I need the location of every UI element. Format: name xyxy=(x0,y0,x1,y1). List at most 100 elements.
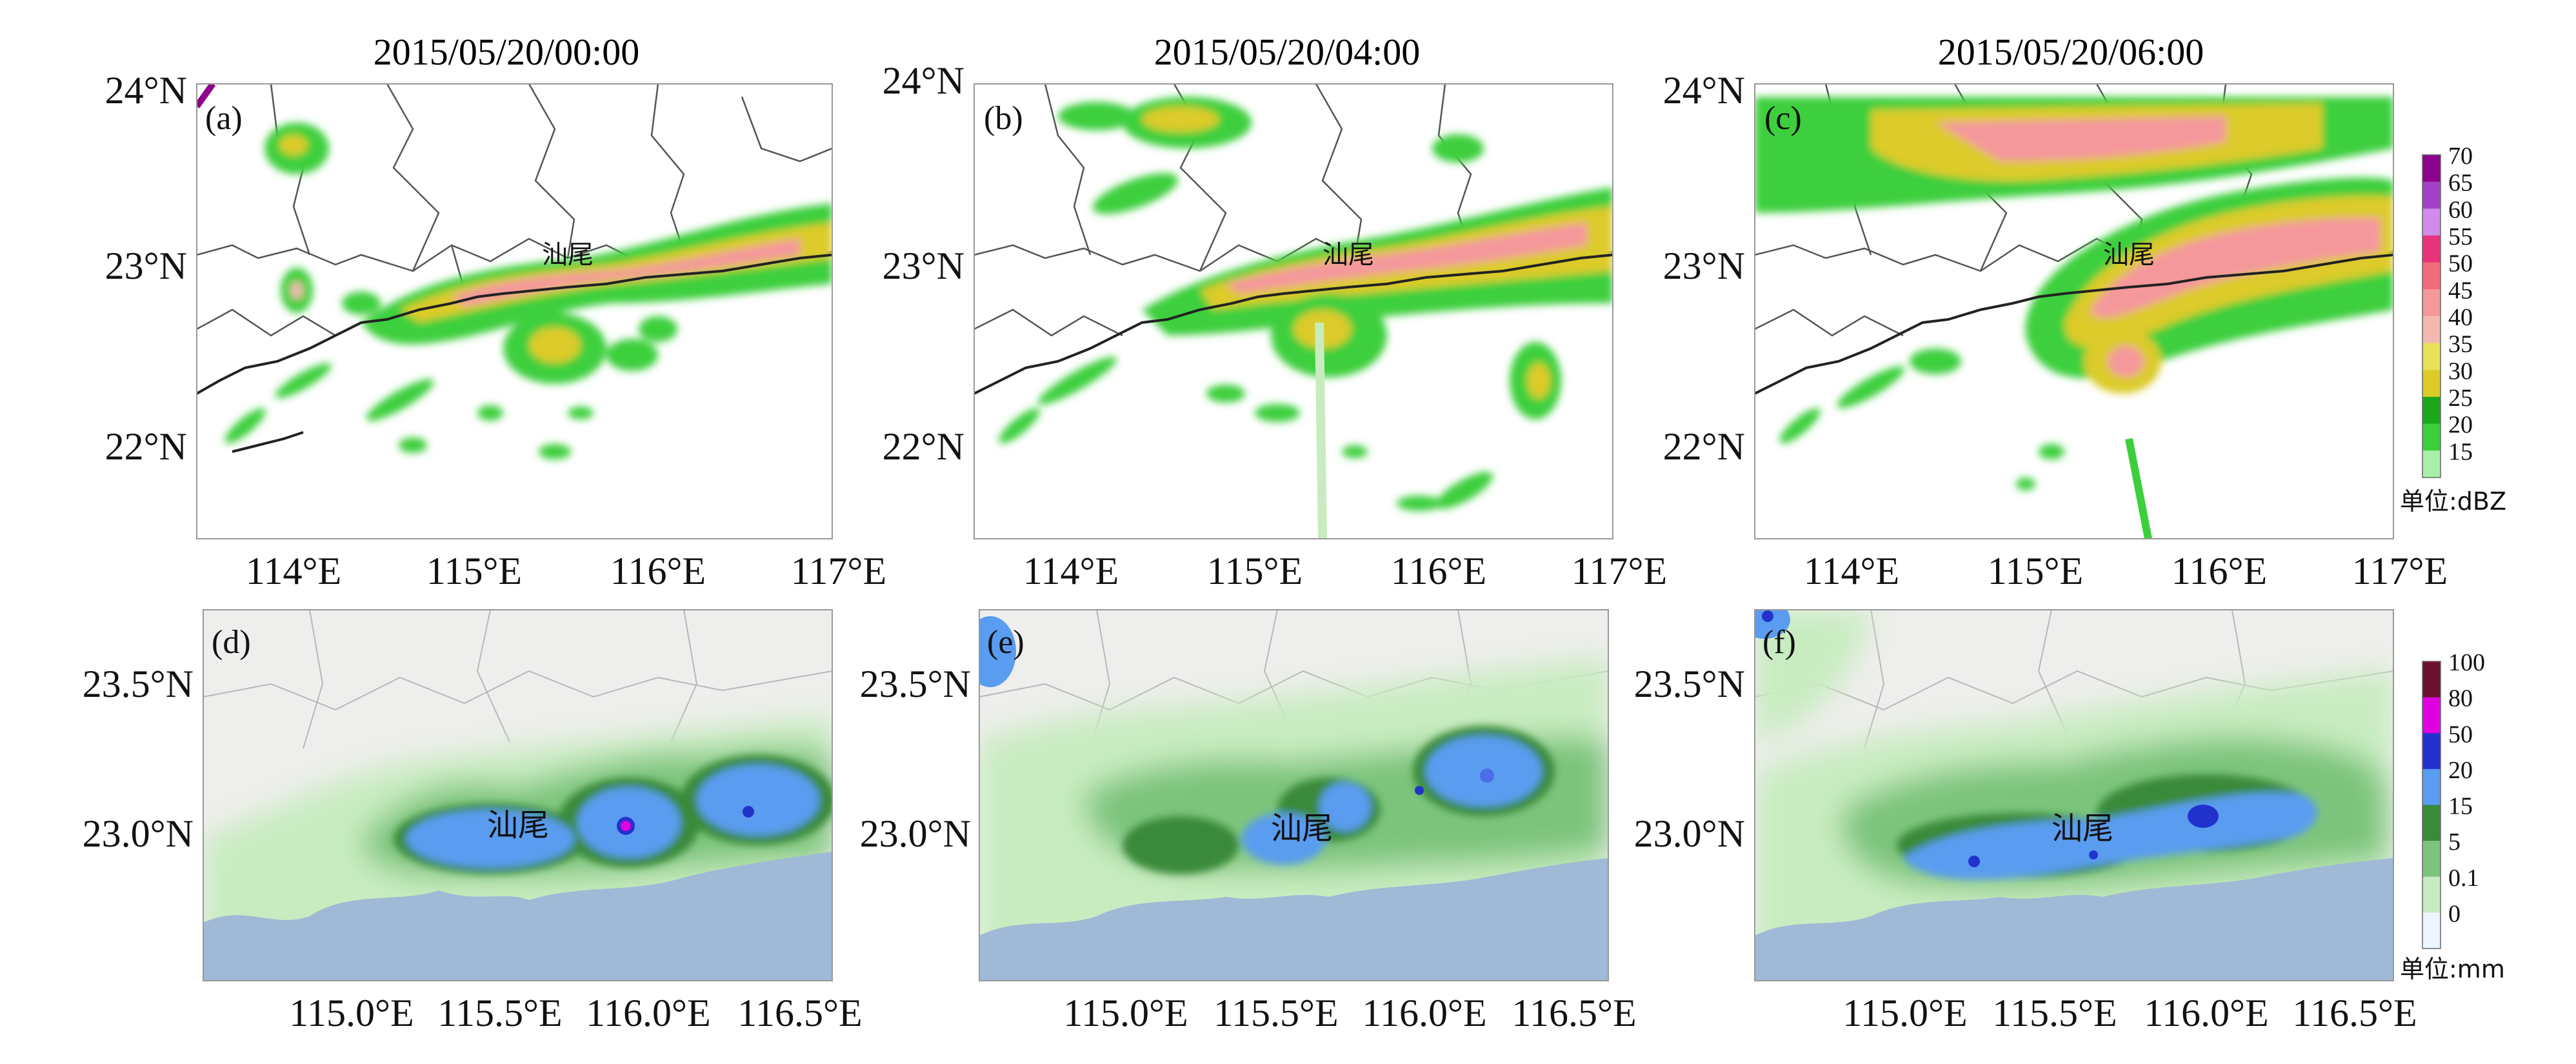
lat-label: 23.5°N xyxy=(860,663,971,705)
legend-tick-label: 0 xyxy=(2448,900,2461,927)
legend-colorbar xyxy=(2422,154,2441,478)
legend-swatch xyxy=(2422,450,2441,478)
legend-tick-label: 65 xyxy=(2448,170,2473,197)
lon-label: 116.5°E xyxy=(2292,992,2417,1034)
panel-label-b: (b) xyxy=(984,100,1023,137)
rainfall-legend: 100 80 50 20 15 5 0.1 0 单位:mm xyxy=(2400,649,2505,983)
bottom-lon-labels: 115.0°E 115.5°E 116.0°E 116.5°E 115.0°E … xyxy=(289,992,2417,1034)
legend-tick-label: 5 xyxy=(2448,828,2461,856)
lat-label: 23.0°N xyxy=(1634,812,1745,855)
legend-tick-label: 35 xyxy=(2448,331,2473,358)
lat-label: 23.5°N xyxy=(83,663,194,705)
lat-label: 24°N xyxy=(1663,69,1745,112)
legend-swatch xyxy=(2422,289,2441,317)
lon-label: 115°E xyxy=(426,550,522,592)
legend-swatch xyxy=(2422,397,2441,425)
legend-swatch xyxy=(2422,805,2441,841)
legend-tick-label: 15 xyxy=(2448,438,2473,465)
legend-swatch xyxy=(2422,912,2441,949)
panel-title-a: 2015/05/20/00:00 xyxy=(374,31,639,73)
coastline xyxy=(197,254,832,453)
lat-label: 22°N xyxy=(1663,425,1745,468)
lon-label: 114°E xyxy=(246,550,341,592)
radar-panel-b: (b) 汕尾 2015/05/20/04:00 xyxy=(973,31,1613,539)
legend-tick-label: 80 xyxy=(2448,685,2473,712)
top-lat-labels: 24°N 23°N 22°N 24°N 23°N 22°N 24°N 23°N … xyxy=(105,59,1745,468)
legend-swatch xyxy=(2422,768,2441,805)
lat-label: 23°N xyxy=(883,245,964,287)
lat-label: 24°N xyxy=(105,69,187,112)
lon-label: 117°E xyxy=(791,550,886,592)
legend-colorbar xyxy=(2422,661,2441,949)
lon-label: 114°E xyxy=(1804,550,1899,592)
lat-label: 22°N xyxy=(883,425,964,468)
legend-tick-label: 15 xyxy=(2448,793,2473,820)
lat-label: 23.5°N xyxy=(1634,663,1745,705)
radar-panel-a: (a) 汕尾 2015/05/20/00:00 xyxy=(196,31,833,539)
rain-panel-e: (e) 汕尾 xyxy=(979,609,1609,981)
legend-unit: 单位:mm xyxy=(2400,955,2505,983)
lat-label: 23.0°N xyxy=(83,812,194,855)
legend-swatch xyxy=(2422,236,2441,263)
legend-swatch xyxy=(2422,262,2441,290)
legend-tick-label: 30 xyxy=(2448,357,2473,385)
legend-tick-label: 50 xyxy=(2448,250,2473,277)
city-label-a: 汕尾 xyxy=(542,240,594,270)
lon-label: 116.0°E xyxy=(2144,992,2268,1034)
legend-tick-label: 40 xyxy=(2448,304,2473,331)
legend-tick-label: 70 xyxy=(2448,143,2473,170)
legend-tick-label: 50 xyxy=(2448,721,2473,748)
lon-label: 117°E xyxy=(2352,550,2448,592)
legend-swatch xyxy=(2422,181,2441,209)
legend-swatch xyxy=(2422,697,2441,734)
lon-label: 114°E xyxy=(1023,550,1119,592)
rain-panel-f: (f) 汕尾 xyxy=(1754,609,2394,981)
legend-tick-label: 55 xyxy=(2448,223,2473,250)
city-label-e: 汕尾 xyxy=(1271,810,1333,847)
rain-panel-d: (d) 汕尾 xyxy=(203,609,833,981)
panel-label-a: (a) xyxy=(205,100,243,137)
legend-swatch xyxy=(2422,155,2441,183)
panel-title-b: 2015/05/20/04:00 xyxy=(1154,31,1420,73)
legend-tick-label: 25 xyxy=(2448,385,2473,412)
city-label-b: 汕尾 xyxy=(1323,240,1374,270)
legend-swatch xyxy=(2422,370,2441,397)
legend-tick-label: 60 xyxy=(2448,196,2473,223)
lat-label: 22°N xyxy=(105,425,187,468)
radar-panel-c: (c) 汕尾 2015/05/20/06:00 xyxy=(1754,31,2394,539)
legend-swatch xyxy=(2422,733,2441,770)
legend-swatch xyxy=(2422,876,2441,913)
legend-unit: 单位:dBZ xyxy=(2400,487,2506,516)
panel-label-f: (f) xyxy=(1762,624,1796,661)
legend-swatch xyxy=(2422,343,2441,370)
lon-label: 116.5°E xyxy=(1512,992,1636,1034)
legend-swatch xyxy=(2422,841,2441,878)
panel-label-c: (c) xyxy=(1764,100,1802,137)
legend-swatch xyxy=(2422,316,2441,344)
panel-label-e: (e) xyxy=(987,624,1024,661)
panel-title-c: 2015/05/20/06:00 xyxy=(1938,31,2204,73)
lon-label: 116.5°E xyxy=(737,992,862,1034)
lon-label: 115°E xyxy=(1988,550,2083,592)
lon-label: 115.5°E xyxy=(437,992,562,1034)
legend-swatch xyxy=(2422,208,2441,236)
city-label-d: 汕尾 xyxy=(487,807,549,843)
panel-label-d: (d) xyxy=(212,624,251,661)
lat-label: 23°N xyxy=(1663,245,1745,287)
lat-label: 24°N xyxy=(883,59,964,102)
legend-tick-label: 45 xyxy=(2448,277,2473,304)
lat-label: 23°N xyxy=(105,245,187,287)
legend-swatch xyxy=(2422,423,2441,451)
bottom-lat-labels: 23.5°N 23.0°N 23.5°N 23.0°N 23.5°N 23.0°… xyxy=(83,663,1745,855)
city-label-f: 汕尾 xyxy=(2052,810,2113,847)
lon-label: 115°E xyxy=(1207,550,1303,592)
legend-tick-label: 20 xyxy=(2448,757,2473,784)
lon-label: 115.5°E xyxy=(1992,992,2117,1034)
lon-label: 116.0°E xyxy=(586,992,710,1034)
lon-label: 116°E xyxy=(2172,550,2267,592)
top-lon-labels: 114°E 115°E 116°E 117°E 114°E 115°E 116°… xyxy=(246,550,2448,592)
lat-label: 23.0°N xyxy=(860,812,971,855)
city-label-c: 汕尾 xyxy=(2103,240,2155,270)
